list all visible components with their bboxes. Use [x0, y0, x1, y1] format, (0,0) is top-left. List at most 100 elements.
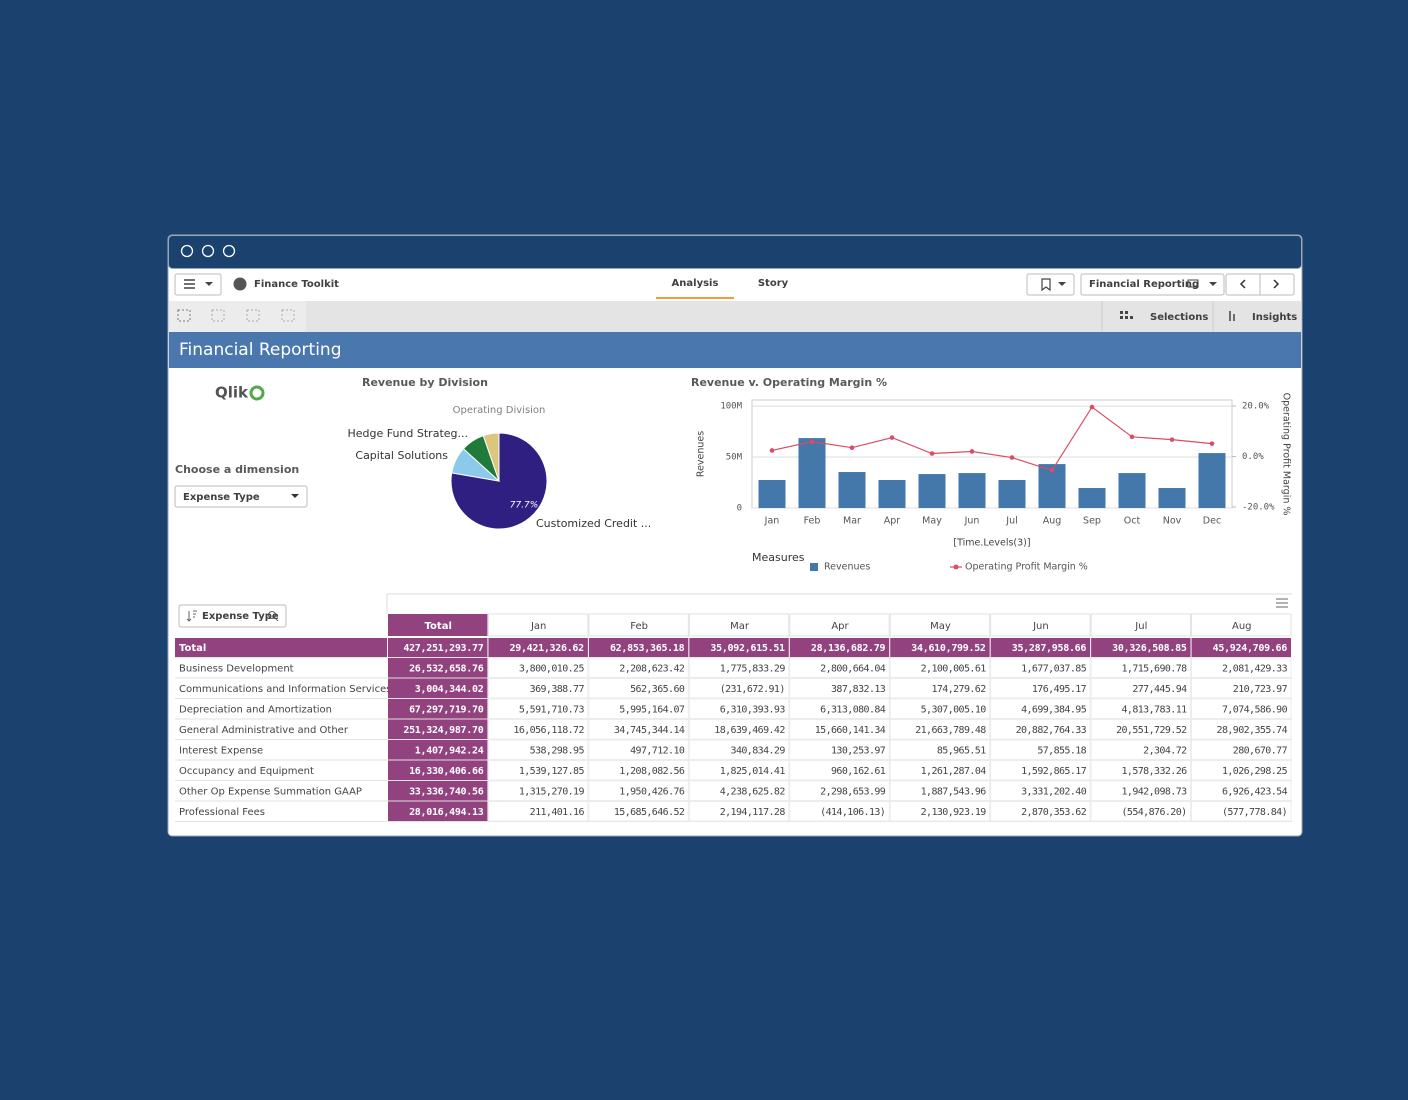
row-label-cell [175, 699, 387, 719]
cell-value: 1,825,014.41 [720, 766, 786, 777]
table-cell [588, 780, 689, 801]
sheet-nav[interactable] [1225, 273, 1295, 296]
cell-value: 4,238,625.82 [720, 786, 786, 797]
toolbar-button[interactable]: Insights [1252, 312, 1297, 323]
tab[interactable]: Story [758, 278, 789, 289]
table-cell [1191, 638, 1291, 657]
cell-value: 16,330,406.66 [409, 766, 484, 777]
column-header[interactable]: Feb [630, 621, 648, 632]
app-name: Finance Toolkit [254, 279, 339, 290]
line-point [1009, 455, 1015, 460]
sheet-selector[interactable] [1080, 273, 1225, 296]
toolbar-icons[interactable] [177, 309, 295, 322]
column-header-cell [1090, 613, 1192, 637]
table-cell [789, 719, 890, 740]
menu-button[interactable] [174, 273, 222, 296]
chart-title: Revenue v. Operating Margin % [691, 376, 887, 389]
column-header[interactable]: Jun [1032, 621, 1049, 632]
toolbar-tools [169, 301, 306, 332]
table-cell [688, 780, 790, 801]
cell-value: 6,926,423.54 [1222, 786, 1288, 797]
chart-subtitle: Operating Division [453, 405, 546, 416]
column-header-cell [990, 613, 1091, 637]
column-header-cell [789, 613, 890, 637]
row-label[interactable]: Depreciation and Amortization [179, 704, 332, 715]
cell-value: 2,870,353.62 [1021, 807, 1087, 818]
row-label[interactable]: Professional Fees [179, 807, 265, 818]
pie-slice [482, 432, 500, 482]
column-header[interactable]: Total [425, 621, 452, 632]
cell-value: 1,592,865.17 [1021, 766, 1087, 777]
table-menu[interactable] [1276, 598, 1288, 608]
table-cell [588, 801, 689, 822]
dimension-search[interactable] [178, 604, 287, 628]
window-button[interactable] [201, 244, 215, 258]
cell-value: 1,578,332.26 [1122, 766, 1188, 777]
table-cell [588, 698, 689, 719]
row-label[interactable]: Communications and Information Services [179, 684, 391, 695]
insights-icon[interactable] [1229, 311, 1235, 321]
column-header[interactable]: Apr [831, 621, 849, 632]
line-point [1209, 441, 1215, 446]
column-header[interactable]: Jul [1134, 621, 1147, 632]
cell-value: 35,092,615.51 [710, 643, 785, 654]
column-header[interactable]: May [930, 621, 951, 632]
x-tick-label: Sep [1083, 516, 1101, 527]
row-label[interactable]: Occupancy and Equipment [179, 766, 314, 777]
row-label[interactable]: Business Development [179, 663, 294, 674]
row-label[interactable]: Interest Expense [179, 745, 263, 756]
column-header-cell [388, 614, 488, 636]
line-point [969, 449, 975, 454]
table-cell [789, 760, 890, 781]
row-label[interactable]: General Administrative and Other [179, 725, 349, 736]
chart-title: Revenue by Division [362, 376, 488, 389]
row-label-cell [175, 760, 387, 780]
window-button[interactable] [222, 244, 236, 258]
x-tick-label: Dec [1203, 516, 1221, 527]
table-cell [588, 739, 689, 760]
cell-value: 387,832.13 [831, 684, 886, 695]
tab[interactable]: Analysis [672, 278, 719, 289]
table-cell [488, 638, 588, 657]
x-tick-label: Nov [1163, 516, 1182, 527]
bookmark-button[interactable] [1026, 273, 1075, 296]
cell-value: 30,326,508.85 [1112, 643, 1187, 654]
line-point [889, 435, 895, 440]
filter-dropdown[interactable] [174, 485, 308, 508]
slice-label: Capital Solutions [355, 449, 448, 462]
toolbar-button[interactable]: Selections [1150, 312, 1208, 323]
row-label[interactable]: Other Op Expense Summation GAAP [179, 786, 362, 797]
row-label-cell [175, 801, 387, 821]
row-label[interactable]: Total [179, 643, 206, 654]
table-cell [1191, 698, 1292, 719]
table-cell [487, 678, 589, 699]
cell-value: 2,081,429.33 [1222, 663, 1288, 674]
table-cell [1191, 801, 1292, 822]
window-button[interactable] [180, 244, 194, 258]
table-cell [588, 760, 689, 781]
cell-value: 45,924,709.66 [1213, 643, 1288, 654]
selections-icon[interactable] [1120, 311, 1133, 319]
cell-value: 1,775,833.29 [720, 663, 786, 674]
y2-tick-label: -20.0% [1242, 502, 1275, 512]
table-cell [688, 719, 790, 740]
table-cell [990, 657, 1091, 678]
app-icon [233, 277, 247, 291]
column-header[interactable]: Jan [530, 621, 546, 632]
column-header[interactable]: Mar [730, 621, 750, 632]
cell-value: (231,672.91) [720, 684, 785, 695]
cell-value: 340,834.29 [731, 745, 786, 756]
tab-underline [656, 297, 734, 299]
slice-label: Customized Credit ... [536, 517, 651, 530]
cell-value: 3,331,202.40 [1021, 786, 1087, 797]
legend-entry[interactable]: Revenues [824, 562, 870, 573]
cell-value: 20,551,729.52 [1116, 725, 1187, 736]
cell-value: 2,800,664.04 [820, 663, 886, 674]
line [771, 406, 1213, 472]
cell-value: 538,298.95 [530, 745, 585, 756]
legend-entry[interactable]: Operating Profit Margin % [965, 562, 1088, 573]
cell-value: 2,298,653.99 [820, 786, 886, 797]
toolbar [169, 301, 1301, 332]
column-header[interactable]: Aug [1232, 621, 1252, 632]
